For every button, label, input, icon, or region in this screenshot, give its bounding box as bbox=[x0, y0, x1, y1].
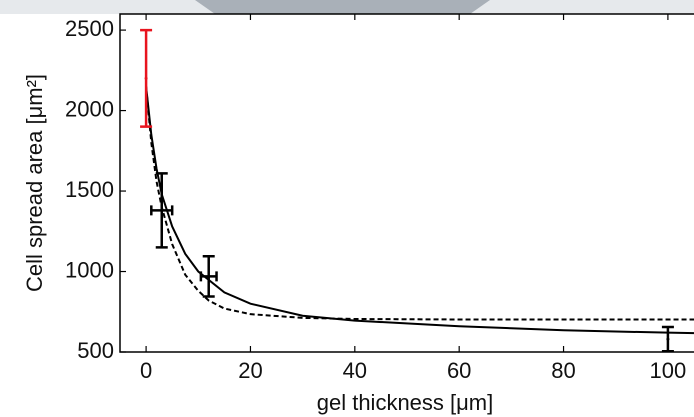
y-tick-label: 2000 bbox=[65, 96, 114, 121]
data-point bbox=[144, 76, 148, 80]
x-tick-label: 20 bbox=[238, 358, 262, 383]
fit-curve bbox=[145, 86, 694, 321]
y-tick-label: 1000 bbox=[65, 257, 114, 282]
fit-curve bbox=[145, 86, 694, 335]
plot-area bbox=[120, 14, 694, 352]
x-axis-label: gel thickness [μm] bbox=[317, 390, 494, 415]
x-tick-label: 40 bbox=[343, 358, 367, 383]
data-point bbox=[207, 274, 211, 278]
data-point bbox=[160, 208, 164, 212]
top-tab bbox=[195, 0, 490, 14]
y-axis-label: Cell spread area [μm²] bbox=[22, 74, 47, 292]
x-tick-label: 0 bbox=[140, 358, 152, 383]
axes-frame bbox=[119, 13, 694, 353]
y-tick-label: 2500 bbox=[65, 16, 114, 41]
y-tick-label: 500 bbox=[77, 338, 114, 363]
x-tick-label: 60 bbox=[447, 358, 471, 383]
x-tick-label: 80 bbox=[551, 358, 575, 383]
y-tick-label: 1500 bbox=[65, 177, 114, 202]
x-tick-label: 100 bbox=[650, 358, 687, 383]
data-point bbox=[666, 337, 670, 341]
